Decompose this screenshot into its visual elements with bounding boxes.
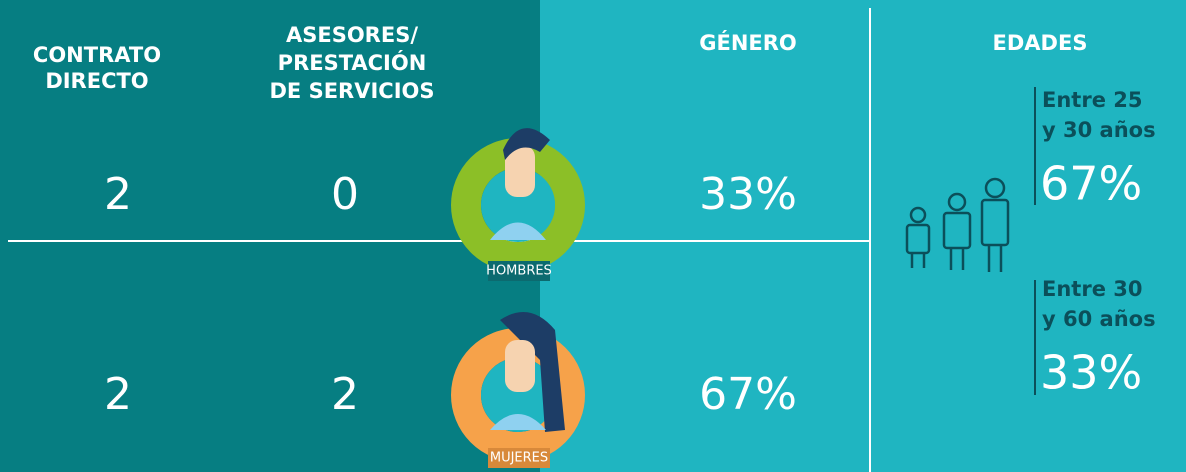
age-label: Entre 30 y 60 años <box>1042 277 1156 331</box>
row: 2 0 33% HOMBRES <box>104 128 797 281</box>
header: GÉNERO <box>699 30 797 55</box>
label-band <box>488 261 550 281</box>
header-line: ASESORES/ <box>286 23 418 47</box>
age-label-line: Entre 30 <box>1042 277 1142 301</box>
body <box>490 414 546 430</box>
age-value: 33% <box>1040 346 1142 400</box>
right-panel <box>540 0 1186 472</box>
value: 2 <box>104 369 132 420</box>
hair <box>500 312 565 432</box>
label: MUJERES <box>490 451 548 466</box>
row: 2 2 67% MUJERES <box>104 312 797 468</box>
family-icon <box>905 177 1010 272</box>
header-line: DIRECTO <box>45 69 148 93</box>
value: 2 <box>104 169 132 220</box>
face <box>505 145 535 197</box>
label: HOMBRES <box>486 264 552 279</box>
face <box>505 340 535 392</box>
ring-inner <box>481 358 555 432</box>
age-label: Entre 25 y 30 años <box>1042 88 1156 142</box>
age-label-line: y 60 años <box>1042 307 1156 331</box>
value: 67% <box>699 369 797 420</box>
header-line: CONTRATO <box>33 43 161 67</box>
body <box>490 222 546 240</box>
header: ASESORES/PRESTACIÓN DE SERVICIOS <box>270 23 435 103</box>
age-value: 67% <box>1040 157 1142 211</box>
hair <box>503 128 550 160</box>
value: 0 <box>331 169 359 220</box>
header: CONTRATO DIRECTO <box>33 43 161 93</box>
header-line: DE SERVICIOS <box>270 79 435 103</box>
value: 2 <box>331 369 359 420</box>
header: EDADES <box>993 31 1088 55</box>
label-band <box>488 448 550 468</box>
age-label-line: Entre 25 <box>1042 88 1142 112</box>
left-panel <box>0 0 540 472</box>
header-line: PRESTACIÓN <box>278 50 427 75</box>
age-label-line: y 30 años <box>1042 118 1156 142</box>
ring-inner <box>481 168 555 242</box>
value: 33% <box>699 169 797 220</box>
